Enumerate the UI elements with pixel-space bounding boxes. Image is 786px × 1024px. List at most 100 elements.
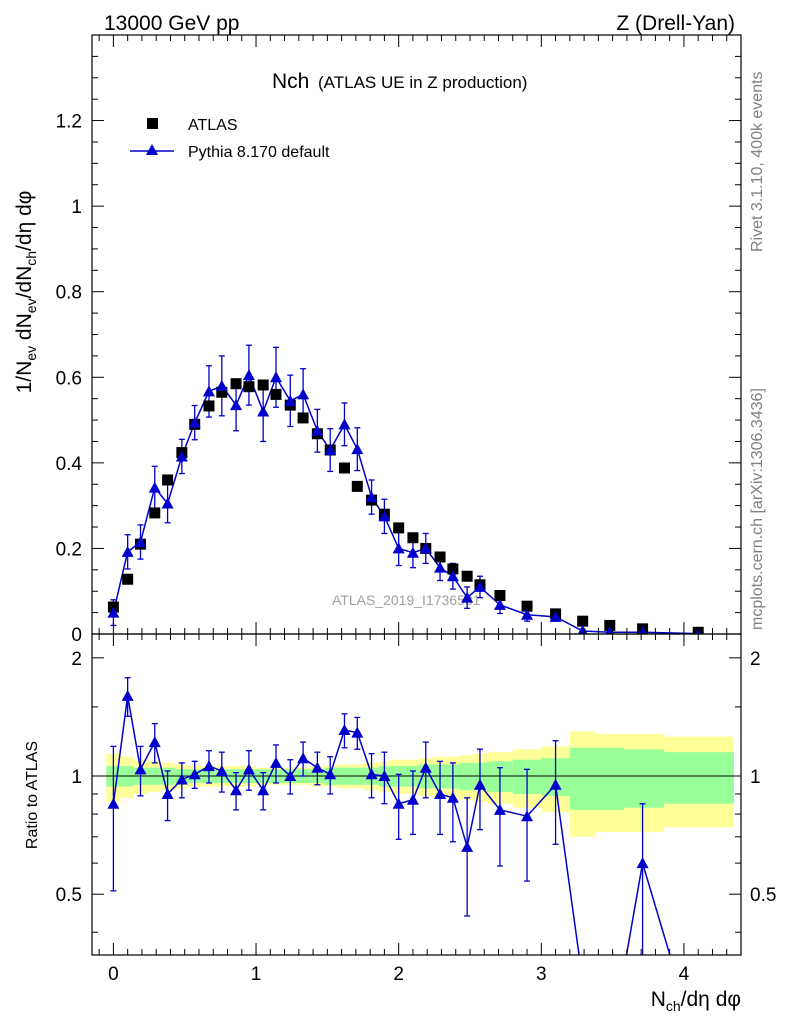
atlas-point xyxy=(577,615,589,627)
y-tick-label: 0 xyxy=(71,625,82,646)
pythia-point xyxy=(134,536,147,548)
pythia-point xyxy=(605,626,614,634)
ratio-point xyxy=(215,764,228,776)
x-axis-label: Nch/dη dφ xyxy=(651,988,741,1014)
ratio-point xyxy=(493,803,506,815)
pythia-point xyxy=(270,371,283,383)
atlas-point xyxy=(257,379,269,391)
ratio-point xyxy=(406,793,419,805)
ratio-plot xyxy=(92,677,741,955)
ratio-point xyxy=(257,784,270,796)
ratio-point xyxy=(175,773,188,785)
legend-atlas-label: ATLAS xyxy=(188,117,238,134)
ratio-point xyxy=(242,763,255,775)
axes: 0 1 2 3 4 0 0.2 0.4 0.6 0.8 1 1.2 0.5 0.5 1 1 2 2 xyxy=(56,34,776,985)
ratio-point xyxy=(148,736,161,748)
header-left: 13000 GeV pp xyxy=(104,12,239,35)
ratio-point xyxy=(188,768,201,780)
ratio-point xyxy=(230,784,243,796)
atlas-point xyxy=(604,619,616,631)
pythia-point xyxy=(161,497,174,509)
x-tick-label: 3 xyxy=(536,964,547,985)
x-tick-label: 0 xyxy=(108,964,119,985)
ratio-point xyxy=(365,768,378,780)
ratio-band-stat xyxy=(460,762,473,791)
y-tick-label: 0.6 xyxy=(56,368,82,389)
atlas-point xyxy=(351,480,363,492)
atlas-point xyxy=(461,570,473,582)
x-tick-label: 2 xyxy=(393,964,404,985)
ratio-point xyxy=(473,778,486,790)
atlas-point xyxy=(434,551,446,563)
x-tick-label: 4 xyxy=(679,964,690,985)
pythia-point xyxy=(365,491,378,503)
ratio-band-stat xyxy=(663,752,734,804)
analysis-watermark: ATLAS_2019_I1736531 xyxy=(332,592,481,608)
pythia-point xyxy=(242,369,255,381)
ratio-point xyxy=(297,752,310,764)
ratio-point xyxy=(338,723,351,735)
atlas-point xyxy=(447,563,459,575)
ratio-y-axis-label: Ratio to ATLAS xyxy=(24,741,41,849)
pythia-point xyxy=(297,388,310,400)
ratio-band-stat xyxy=(595,747,625,810)
atlas-point xyxy=(521,600,533,612)
legend-pythia-marker xyxy=(146,144,158,155)
atlas-point xyxy=(494,589,506,601)
pythia-point xyxy=(351,443,364,455)
atlas-point xyxy=(162,474,174,486)
atlas-point xyxy=(203,400,215,412)
atlas-point xyxy=(338,462,350,474)
pythia-point xyxy=(493,598,506,610)
ratio-point xyxy=(270,756,283,768)
pythia-point xyxy=(215,379,228,391)
atlas-point xyxy=(243,381,255,393)
pythia-point xyxy=(378,510,391,522)
pythia-point xyxy=(638,626,647,634)
pythia-point xyxy=(324,444,337,456)
legend-pythia-label: Pythia 8.170 default xyxy=(188,144,330,161)
mcplots-label: mcplots.cern.ch [arXiv:1306.3436] xyxy=(749,388,766,630)
ratio-point xyxy=(121,689,134,701)
plot-title: Nch xyxy=(272,70,309,93)
ratio-y-tick-label-right: 2 xyxy=(750,649,761,670)
ratio-y-tick-label-right: 1 xyxy=(750,767,761,788)
ratio-point xyxy=(434,787,447,799)
ratio-frame xyxy=(91,633,742,956)
pythia-point xyxy=(446,570,459,582)
ratio-y-tick-label: 2 xyxy=(71,649,82,670)
ratio-point xyxy=(161,787,174,799)
ratio-point xyxy=(461,840,474,852)
ratio-point xyxy=(311,761,324,773)
atlas-point xyxy=(216,386,228,398)
ratio-point xyxy=(378,770,391,782)
pythia-point xyxy=(406,546,419,558)
pythia-point xyxy=(577,625,588,634)
pythia-point xyxy=(392,542,405,554)
ratio-point xyxy=(521,810,534,822)
ratio-band-stat xyxy=(624,749,664,808)
ratio-y-tick-label-right: 0.5 xyxy=(750,885,776,906)
plot-subtitle: (ATLAS UE in Z production) xyxy=(318,73,527,92)
pythia-point xyxy=(107,606,120,618)
pythia-point xyxy=(175,450,188,462)
y-axis-label: 1/Nev dNev/dNch/dη dφ xyxy=(13,191,39,394)
pythia-point xyxy=(311,424,324,436)
header-right: Z (Drell-Yan) xyxy=(616,12,735,35)
ratio-point xyxy=(107,797,120,809)
legend: ATLAS Pythia 8.170 default xyxy=(130,117,330,161)
pythia-point xyxy=(434,561,447,573)
legend-atlas-marker xyxy=(147,118,158,129)
ratio-point xyxy=(351,726,364,738)
pythia-point xyxy=(461,591,474,603)
pythia-point xyxy=(473,580,486,592)
ratio-band-stat xyxy=(569,747,596,810)
ratio-point xyxy=(284,770,297,782)
ratio-point xyxy=(636,857,649,869)
ratio-point xyxy=(549,778,562,790)
ratio-y-tick-label: 0.5 xyxy=(56,885,82,906)
atlas-point xyxy=(270,388,282,400)
atlas-point xyxy=(230,378,242,390)
pythia-point xyxy=(419,542,432,554)
y-tick-label: 0.4 xyxy=(56,454,83,475)
